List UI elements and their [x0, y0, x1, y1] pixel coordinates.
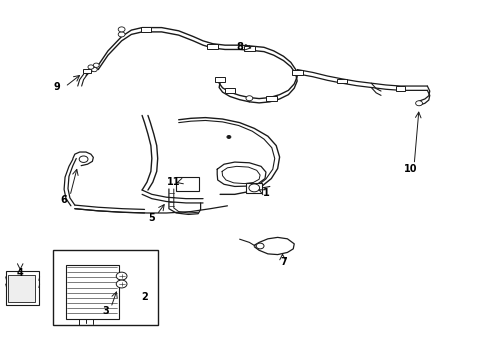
Circle shape [226, 135, 230, 138]
Circle shape [79, 156, 88, 162]
Bar [291, 70, 302, 75]
Bar [175, 177, 199, 191]
Circle shape [93, 63, 99, 67]
Bar [6, 271, 39, 305]
Text: 2: 2 [141, 292, 147, 302]
Circle shape [88, 65, 94, 69]
Text: 11: 11 [167, 177, 180, 187]
Bar [395, 86, 405, 90]
Bar [82, 69, 91, 73]
Circle shape [248, 184, 259, 192]
Text: 9: 9 [53, 82, 60, 92]
Bar [66, 265, 119, 319]
Bar [246, 183, 262, 193]
Bar [8, 275, 35, 302]
Bar [224, 88, 234, 93]
Text: 5: 5 [148, 213, 155, 222]
Text: 3: 3 [102, 306, 109, 316]
Text: 7: 7 [280, 257, 286, 267]
Text: 1: 1 [263, 188, 269, 198]
Circle shape [91, 67, 97, 72]
Circle shape [245, 96, 252, 101]
Bar [336, 79, 346, 84]
Text: 8: 8 [236, 42, 243, 52]
Text: 4: 4 [17, 268, 23, 278]
Bar [265, 96, 276, 101]
Bar [53, 249, 158, 325]
Text: 6: 6 [61, 195, 67, 205]
Circle shape [118, 27, 125, 32]
Bar [207, 44, 218, 49]
Circle shape [118, 32, 125, 37]
Bar [215, 77, 224, 82]
Circle shape [116, 272, 127, 280]
Circle shape [415, 101, 422, 106]
Text: 10: 10 [403, 164, 416, 174]
Bar [244, 45, 254, 50]
Bar [141, 27, 151, 32]
Circle shape [256, 243, 264, 249]
Circle shape [116, 280, 127, 288]
